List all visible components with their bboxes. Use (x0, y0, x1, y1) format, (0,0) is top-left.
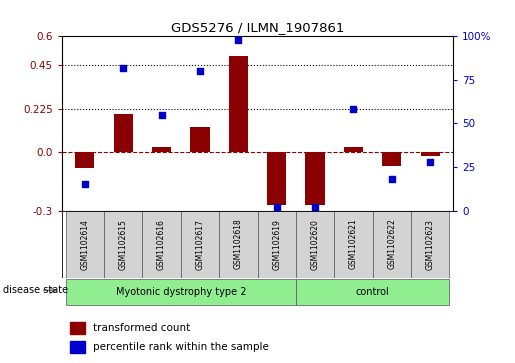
Bar (305, 152, 324, 205)
Point (158, 112, 166, 118)
Point (196, 68, 204, 74)
Text: percentile rank within the sample: percentile rank within the sample (93, 342, 269, 352)
Point (426, 159, 434, 165)
Point (311, 204, 319, 210)
FancyBboxPatch shape (411, 211, 450, 278)
Bar (229, 56, 248, 152)
Point (119, 65, 127, 70)
Bar (191, 127, 210, 152)
FancyBboxPatch shape (65, 211, 104, 278)
Point (388, 176, 396, 182)
Title: GDS5276 / ILMN_1907861: GDS5276 / ILMN_1907861 (171, 21, 344, 34)
Text: GSM1102615: GSM1102615 (118, 219, 128, 270)
FancyBboxPatch shape (373, 211, 411, 278)
Bar (152, 147, 171, 152)
Text: GSM1102614: GSM1102614 (80, 219, 89, 270)
Text: GSM1102623: GSM1102623 (426, 219, 435, 270)
Text: control: control (356, 287, 389, 297)
Text: GSM1102622: GSM1102622 (387, 219, 397, 269)
Text: GSM1102620: GSM1102620 (311, 219, 320, 270)
Bar (267, 152, 286, 205)
Point (234, 37, 243, 43)
Point (272, 204, 281, 210)
Bar (344, 147, 363, 152)
Bar (382, 152, 401, 166)
FancyBboxPatch shape (65, 279, 296, 305)
Text: GSM1102616: GSM1102616 (157, 219, 166, 270)
FancyBboxPatch shape (296, 211, 334, 278)
Point (349, 107, 357, 113)
Text: GSM1102621: GSM1102621 (349, 219, 358, 269)
Text: transformed count: transformed count (93, 323, 191, 333)
FancyBboxPatch shape (334, 211, 373, 278)
Text: disease state: disease state (3, 285, 67, 295)
Text: GSM1102619: GSM1102619 (272, 219, 281, 270)
Point (81, 182, 89, 187)
Text: GSM1102618: GSM1102618 (234, 219, 243, 269)
Bar (70, 322, 85, 334)
FancyBboxPatch shape (142, 211, 181, 278)
Text: Myotonic dystrophy type 2: Myotonic dystrophy type 2 (115, 287, 246, 297)
FancyBboxPatch shape (219, 211, 258, 278)
FancyBboxPatch shape (296, 279, 450, 305)
Bar (114, 114, 133, 152)
Bar (75, 152, 94, 168)
FancyBboxPatch shape (104, 211, 142, 278)
FancyBboxPatch shape (258, 211, 296, 278)
FancyBboxPatch shape (181, 211, 219, 278)
Text: GSM1102617: GSM1102617 (195, 219, 204, 270)
Bar (70, 340, 85, 353)
Bar (421, 152, 440, 156)
